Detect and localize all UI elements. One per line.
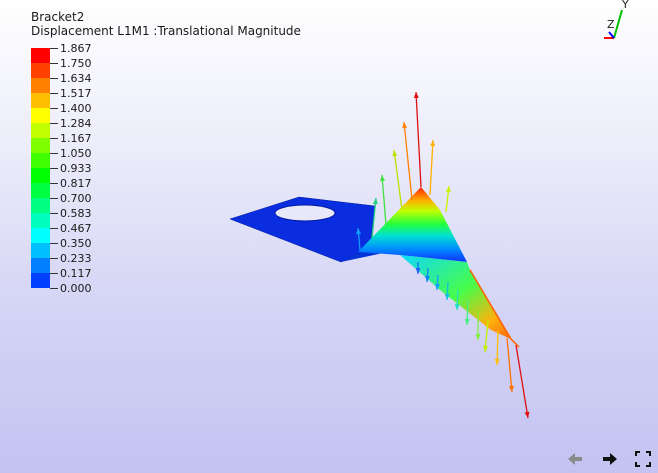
axis-y-label: Y [621, 0, 629, 11]
vector-arrowhead [434, 283, 440, 290]
legend-value: 0.933 [60, 162, 92, 175]
legend-swatch [31, 153, 50, 168]
legend-swatch [31, 63, 50, 78]
legend-value: 1.400 [60, 102, 92, 115]
vector-arrowhead [392, 150, 398, 157]
vector-arrowhead [372, 198, 378, 205]
legend-swatch [31, 78, 50, 93]
vector-arrowhead [444, 293, 450, 300]
legend-value: 0.350 [60, 237, 92, 250]
legend-swatch [31, 258, 50, 273]
legend-swatch [31, 108, 50, 123]
legend-swatch [31, 198, 50, 213]
legend-tick [50, 93, 58, 94]
legend-swatch [31, 228, 50, 243]
legend-tick [50, 153, 58, 154]
vector-arrowhead [402, 122, 408, 129]
arrow-left-icon [568, 453, 582, 465]
legend-swatch [31, 213, 50, 228]
legend-value: 0.583 [60, 207, 92, 220]
legend-value: 1.634 [60, 72, 92, 85]
axis-triad: Z Y [604, 0, 629, 39]
legend-value: 1.517 [60, 87, 92, 100]
vector-arrow [393, 149, 403, 211]
vector-arrowhead [379, 175, 385, 182]
legend-swatch [31, 273, 50, 288]
legend-tick [50, 243, 58, 244]
legend-tick [50, 258, 58, 259]
legend-value: 1.167 [60, 132, 92, 145]
result-title: Displacement L1M1 :Translational Magnitu… [31, 24, 301, 38]
vector-arrowhead [524, 411, 530, 418]
color-legend: 1.867 1.750 1.634 1.517 1.400 1.284 1.167 1.050… [31, 43, 171, 295]
vector-arrowhead [356, 228, 362, 235]
arrow-right-icon [603, 453, 617, 465]
vector-arrowhead [424, 275, 430, 282]
vector-arrowhead [454, 303, 460, 310]
legend-swatch [31, 183, 50, 198]
displacement-vectors [356, 91, 530, 419]
legend-tick [50, 288, 58, 289]
axis-z-label: Z [607, 18, 615, 31]
legend-value: 1.284 [60, 117, 92, 130]
legend-swatch [31, 138, 50, 153]
fullscreen-button[interactable] [634, 450, 652, 468]
legend-tick [50, 48, 58, 49]
forward-button[interactable] [601, 450, 619, 468]
legend-tick [50, 78, 58, 79]
model-title: Bracket2 [31, 10, 85, 24]
vector-arrowhead [430, 140, 436, 147]
vector-arrow [429, 139, 434, 196]
vector-arrow [415, 91, 422, 188]
legend-value: 1.867 [60, 42, 92, 55]
legend-tick [50, 138, 58, 139]
legend-value: 0.233 [60, 252, 92, 265]
legend-tick [50, 213, 58, 214]
vector-arrow [371, 197, 377, 239]
legend-tick [50, 168, 58, 169]
vector-arrow [403, 121, 413, 201]
axis-z-line [608, 31, 615, 39]
fullscreen-icon [635, 451, 651, 467]
bracket-mesh [229, 187, 511, 339]
legend-swatch [31, 48, 50, 63]
legend-tick [50, 183, 58, 184]
legend-swatch [31, 243, 50, 258]
legend-tick [50, 198, 58, 199]
vector-arrowhead [415, 268, 421, 274]
legend-value: 1.750 [60, 57, 92, 70]
vector-arrowhead [483, 345, 489, 352]
vector-arrowhead [494, 358, 500, 365]
vector-arrowhead [464, 318, 470, 325]
legend-value: 0.817 [60, 177, 92, 190]
legend-value: 1.050 [60, 147, 92, 160]
back-button[interactable] [566, 450, 584, 468]
legend-value: 0.700 [60, 192, 92, 205]
legend-value: 0.117 [60, 267, 92, 280]
legend-tick [50, 63, 58, 64]
legend-swatch [31, 168, 50, 183]
arm-edge [469, 269, 520, 348]
vector-arrow [515, 344, 529, 419]
vector-arrow [381, 174, 387, 226]
vector-arrowhead [413, 92, 419, 99]
legend-value: 0.000 [60, 282, 92, 295]
legend-swatch [31, 93, 50, 108]
vector-arrow [506, 337, 513, 393]
legend-tick [50, 123, 58, 124]
legend-tick [50, 273, 58, 274]
legend-swatch [31, 123, 50, 138]
vector-arrowhead [508, 385, 514, 392]
legend-tick [50, 228, 58, 229]
vector-arrowhead [445, 186, 451, 193]
legend-tick [50, 108, 58, 109]
vector-arrowhead [475, 334, 481, 340]
axis-y-line [613, 9, 623, 39]
legend-value: 0.467 [60, 222, 92, 235]
